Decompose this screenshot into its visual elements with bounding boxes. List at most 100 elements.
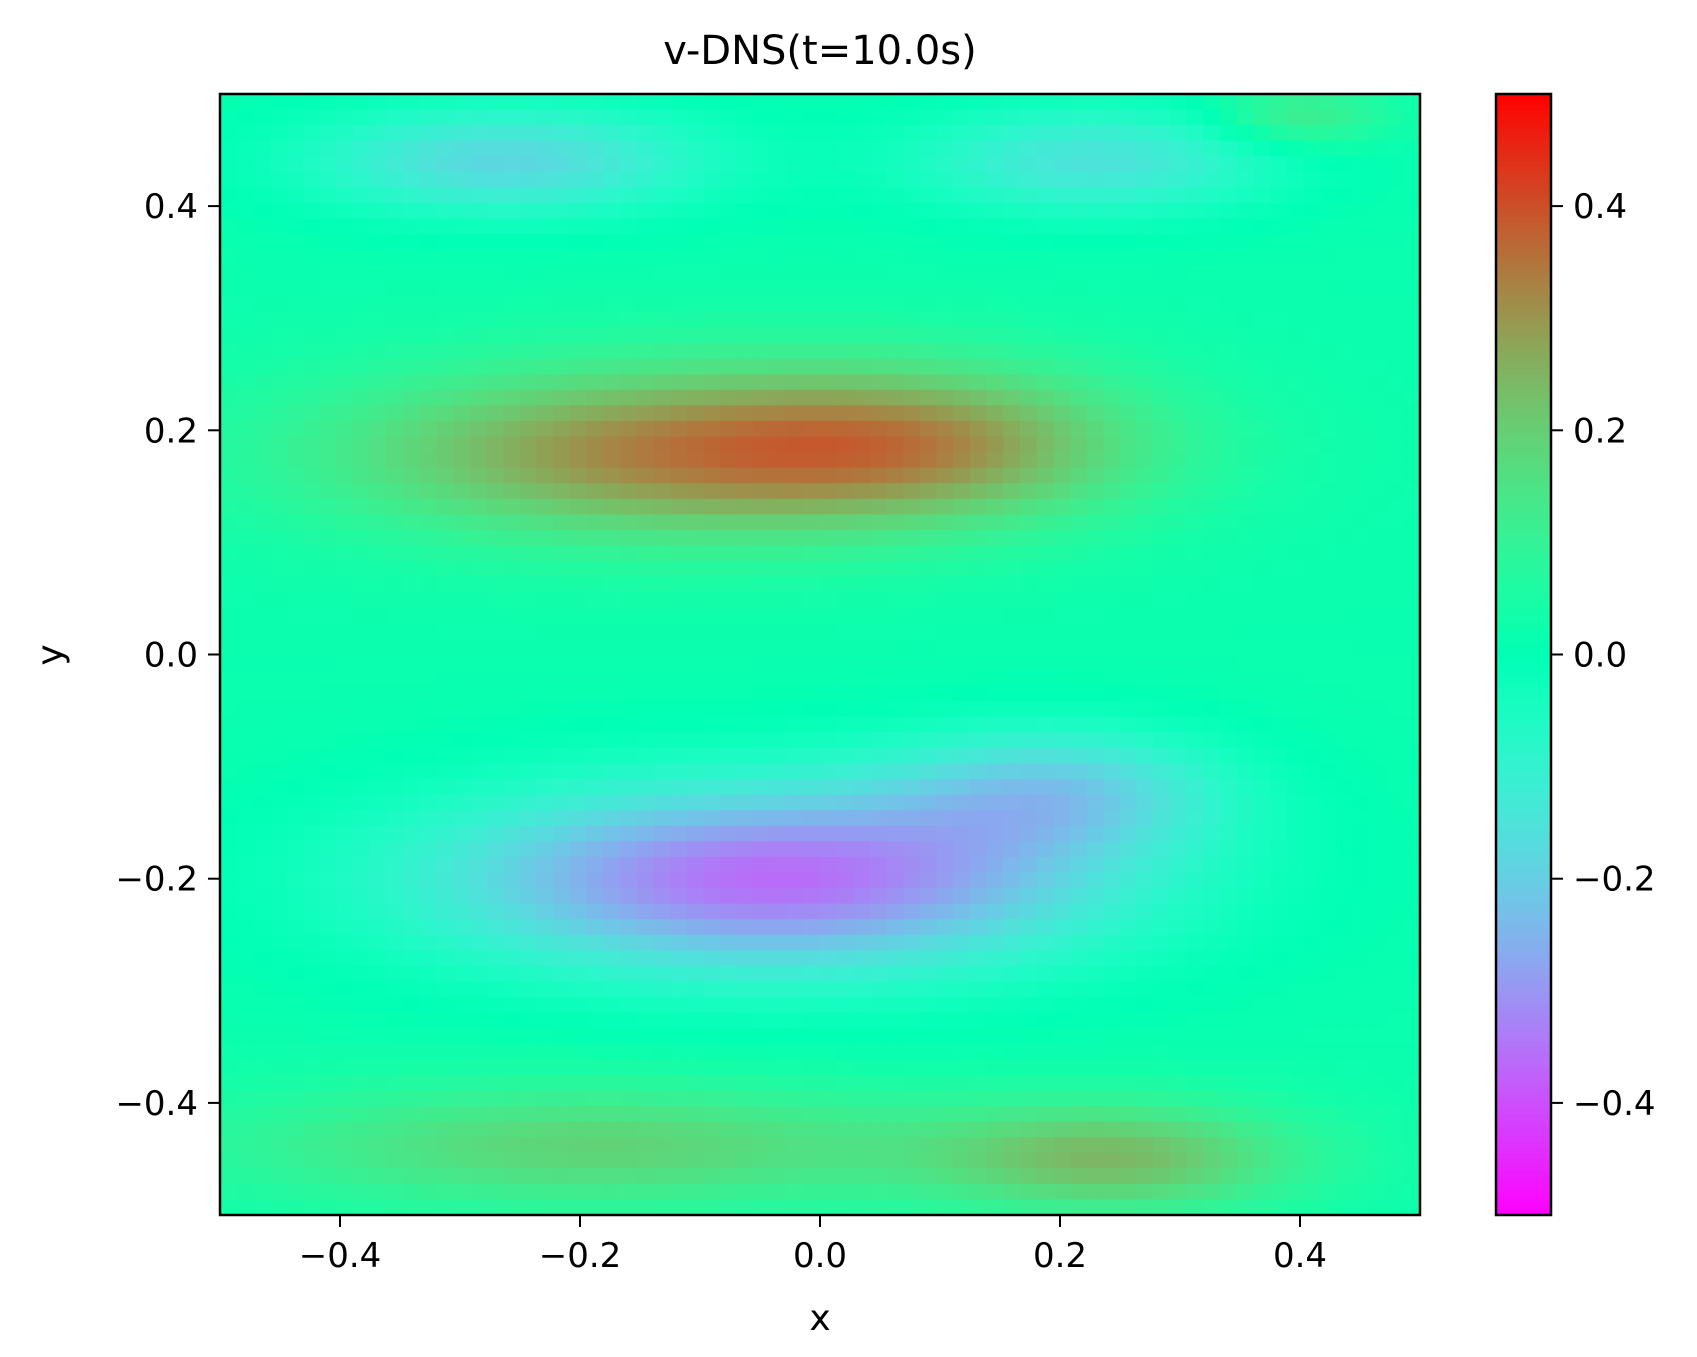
heatmap-cell bbox=[920, 234, 938, 251]
heatmap-cell bbox=[253, 483, 271, 500]
heatmap-cell bbox=[886, 202, 904, 220]
heatmap-cell bbox=[403, 467, 421, 484]
heatmap-cell bbox=[1320, 810, 1338, 827]
heatmap-cell bbox=[420, 716, 438, 733]
heatmap-cell bbox=[903, 856, 921, 874]
heatmap-cell bbox=[270, 919, 288, 936]
heatmap-cell bbox=[1153, 685, 1171, 702]
heatmap-cell bbox=[503, 374, 521, 391]
heatmap-cell bbox=[553, 592, 571, 609]
heatmap-cell bbox=[636, 903, 654, 920]
heatmap-cell bbox=[1070, 140, 1088, 157]
heatmap-cell bbox=[886, 965, 904, 983]
heatmap-cell bbox=[1403, 747, 1421, 765]
heatmap-cell bbox=[653, 732, 671, 749]
heatmap-cell bbox=[653, 981, 671, 998]
heatmap-cell bbox=[1336, 919, 1354, 936]
heatmap-cell bbox=[220, 483, 238, 500]
heatmap-cell bbox=[236, 1121, 254, 1138]
heatmap-cell bbox=[503, 592, 521, 609]
heatmap-cell bbox=[736, 249, 754, 266]
heatmap-cell bbox=[1270, 701, 1288, 718]
heatmap-cell bbox=[770, 561, 788, 578]
heatmap-cell bbox=[1020, 670, 1038, 687]
heatmap-cell bbox=[903, 545, 921, 562]
heatmap-cell bbox=[920, 981, 938, 998]
heatmap-cell bbox=[1036, 981, 1054, 998]
heatmap-cell bbox=[1103, 965, 1121, 983]
heatmap-cell bbox=[1153, 483, 1171, 500]
heatmap-cell bbox=[620, 125, 638, 142]
heatmap-cell bbox=[686, 140, 704, 157]
heatmap-cell bbox=[320, 327, 338, 344]
heatmap-cell bbox=[1070, 779, 1088, 796]
heatmap-cell bbox=[520, 1074, 538, 1092]
heatmap-cell bbox=[420, 810, 438, 827]
heatmap-cell bbox=[1336, 685, 1354, 702]
heatmap-cell bbox=[553, 607, 571, 624]
heatmap-cell bbox=[420, 514, 438, 531]
heatmap-cell bbox=[336, 997, 354, 1014]
heatmap-cell bbox=[903, 841, 921, 858]
heatmap-cell bbox=[836, 343, 854, 360]
heatmap-cell bbox=[453, 296, 471, 313]
heatmap-cell bbox=[1236, 997, 1254, 1014]
heatmap-cell bbox=[1136, 810, 1154, 827]
heatmap-cell bbox=[820, 311, 838, 329]
heatmap-cell bbox=[1320, 529, 1338, 547]
heatmap-cell bbox=[1136, 1106, 1154, 1123]
heatmap-cell bbox=[620, 997, 638, 1014]
heatmap-cell bbox=[1353, 187, 1371, 204]
heatmap-cell bbox=[586, 280, 604, 297]
heatmap-cell bbox=[770, 1106, 788, 1123]
heatmap-cell bbox=[236, 1059, 254, 1076]
heatmap-cell bbox=[1153, 841, 1171, 858]
heatmap-cell bbox=[853, 779, 871, 796]
heatmap-cell bbox=[1053, 950, 1071, 967]
heatmap-cell bbox=[720, 825, 738, 842]
heatmap-cell bbox=[820, 265, 838, 282]
heatmap-cell bbox=[1220, 420, 1238, 438]
heatmap-cell bbox=[970, 94, 988, 111]
heatmap-cell bbox=[1153, 965, 1171, 983]
heatmap-cell bbox=[770, 950, 788, 967]
heatmap-cell bbox=[320, 1012, 338, 1029]
heatmap-cell bbox=[553, 109, 571, 126]
heatmap-cell bbox=[853, 670, 871, 687]
heatmap-cell bbox=[1336, 545, 1354, 562]
heatmap-cell bbox=[953, 187, 971, 204]
heatmap-cell bbox=[786, 156, 804, 173]
heatmap-cell bbox=[536, 779, 554, 796]
heatmap-cell bbox=[1220, 140, 1238, 157]
heatmap-cell bbox=[1353, 654, 1371, 671]
heatmap-cell bbox=[403, 420, 421, 438]
heatmap-cell bbox=[1270, 405, 1288, 422]
heatmap-cell bbox=[1403, 436, 1421, 453]
heatmap-cell bbox=[1070, 950, 1088, 967]
heatmap-cell bbox=[986, 545, 1004, 562]
heatmap-cell bbox=[903, 1028, 921, 1045]
heatmap-cell bbox=[270, 997, 288, 1014]
heatmap-cell bbox=[736, 358, 754, 375]
heatmap-cell bbox=[1320, 94, 1338, 111]
heatmap-cell bbox=[570, 436, 588, 453]
heatmap-cell bbox=[370, 607, 388, 624]
heatmap-cell bbox=[720, 358, 738, 375]
heatmap-cell bbox=[586, 747, 604, 765]
heatmap-cell bbox=[1203, 467, 1221, 484]
heatmap-cell bbox=[1153, 919, 1171, 936]
heatmap-cell bbox=[303, 623, 321, 640]
heatmap-cell bbox=[453, 420, 471, 438]
heatmap-cell bbox=[1370, 140, 1388, 157]
heatmap-cell bbox=[653, 685, 671, 702]
heatmap-cell bbox=[536, 607, 554, 624]
heatmap-cell bbox=[1320, 607, 1338, 624]
heatmap-cell bbox=[236, 810, 254, 827]
heatmap-cell bbox=[470, 327, 488, 344]
heatmap-cell bbox=[520, 156, 538, 173]
heatmap-cell bbox=[1270, 950, 1288, 967]
heatmap-cell bbox=[970, 234, 988, 251]
heatmap-cell bbox=[1053, 810, 1071, 827]
heatmap-cell bbox=[570, 529, 588, 547]
heatmap-cell bbox=[586, 825, 604, 842]
